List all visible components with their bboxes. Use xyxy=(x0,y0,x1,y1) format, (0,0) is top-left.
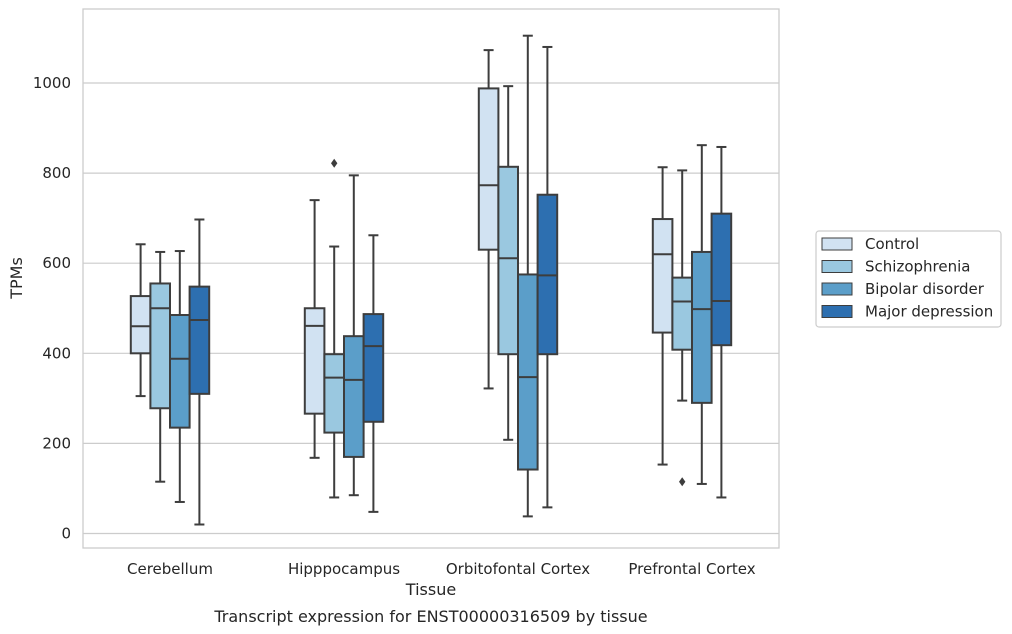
box-iqr xyxy=(362,313,385,423)
x-tick-label: Hipppocampus xyxy=(288,560,400,578)
legend-label: Major depression xyxy=(865,303,993,321)
outlier-point xyxy=(679,477,686,487)
legend-item: Major depression xyxy=(821,303,993,321)
plot-frame xyxy=(82,8,780,549)
legend-swatch xyxy=(821,260,853,273)
legend-label: Bipolar disorder xyxy=(865,280,985,298)
box-iqr xyxy=(169,314,191,429)
box-control xyxy=(303,199,326,459)
box-bipolar-disorder xyxy=(169,250,191,503)
legend-item: Bipolar disorder xyxy=(821,280,985,298)
box-iqr xyxy=(497,165,519,356)
box-iqr xyxy=(691,250,713,404)
x-tick-label: Prefrontal Cortex xyxy=(628,560,755,578)
box-iqr xyxy=(710,212,733,347)
box-iqr xyxy=(517,273,539,471)
box-schizophrenia xyxy=(497,85,519,441)
box-iqr xyxy=(323,353,345,434)
box-iqr xyxy=(188,285,211,395)
y-axis-label: TPMs xyxy=(7,257,26,300)
y-tick-label: 1000 xyxy=(33,74,71,92)
box-iqr xyxy=(303,307,326,415)
legend-swatch xyxy=(821,305,853,318)
box-iqr xyxy=(129,295,152,355)
legend-frame xyxy=(815,230,1002,328)
x-axis-label: Tissue xyxy=(405,580,456,599)
x-tick-label: Orbitofontal Cortex xyxy=(446,560,590,578)
y-tick-labels: 0 200 400 600 800 1000 xyxy=(33,74,71,543)
legend-label: Schizophrenia xyxy=(865,258,970,276)
box-control xyxy=(651,166,674,466)
x-tick-label: Cerebellum xyxy=(127,560,213,578)
legend-label: Control xyxy=(865,235,919,253)
box-iqr xyxy=(343,335,365,458)
y-tick-label: 400 xyxy=(42,344,71,362)
box-schizophrenia xyxy=(671,169,694,487)
box-major-depression xyxy=(536,45,559,509)
box-iqr xyxy=(651,218,674,334)
box-major-depression xyxy=(710,145,733,499)
box-bipolar-disorder xyxy=(517,34,539,518)
y-tick-label: 200 xyxy=(42,434,71,452)
chart-caption: Transcript expression for ENST0000031650… xyxy=(213,607,647,626)
box-control xyxy=(477,49,500,390)
box-iqr xyxy=(671,276,694,351)
box-schizophrenia xyxy=(323,158,345,499)
box-series xyxy=(129,34,733,526)
legend-item: Control xyxy=(821,235,919,253)
box-bipolar-disorder xyxy=(343,174,365,497)
box-bipolar-disorder xyxy=(691,144,713,485)
box-iqr xyxy=(149,282,171,410)
legend-swatch xyxy=(821,237,853,251)
box-schizophrenia xyxy=(149,250,171,483)
legend-swatch xyxy=(821,282,853,296)
legend-item: Schizophrenia xyxy=(821,258,970,276)
legend: Control Schizophrenia Bipolar disorder Majo… xyxy=(815,230,1002,328)
y-tick-label: 0 xyxy=(61,525,71,543)
box-control xyxy=(129,243,152,398)
y-tick-label: 800 xyxy=(42,164,71,182)
outlier-point xyxy=(331,158,338,168)
x-tick-labels: Cerebellum Hipppocampus Orbitofontal Corte… xyxy=(127,560,756,578)
box-major-depression xyxy=(188,218,211,526)
box-major-depression xyxy=(362,234,385,513)
box-iqr xyxy=(477,87,500,251)
y-tick-label: 600 xyxy=(42,254,71,272)
